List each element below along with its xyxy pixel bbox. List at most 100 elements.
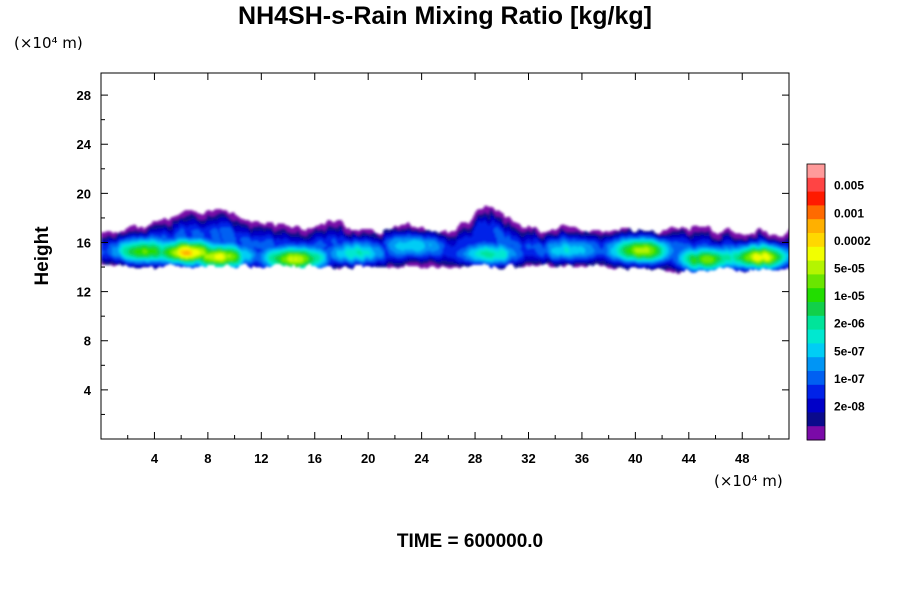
contour-cell: [256, 253, 259, 255]
contour-cell: [270, 241, 274, 243]
contour-cell: [153, 266, 157, 269]
contour-cell: [166, 247, 169, 250]
contour-cell: [283, 244, 286, 247]
contour-cell: [232, 221, 235, 223]
contour-cell: [275, 241, 278, 243]
contour-cell: [105, 236, 108, 239]
contour-cell: [123, 245, 126, 248]
contour-cell: [174, 225, 177, 228]
contour-cell: [242, 258, 245, 261]
contour-cell: [179, 227, 182, 230]
contour-cell: [121, 244, 124, 247]
contour-cell: [189, 219, 192, 221]
contour-cell: [147, 250, 150, 252]
contour-cell: [245, 233, 248, 236]
contour-cell: [240, 257, 243, 260]
contour-cell: [144, 257, 147, 260]
contour-cell: [245, 253, 248, 255]
contour-cell: [174, 235, 177, 238]
contour-cell: [243, 221, 246, 223]
contour-cell: [238, 245, 242, 248]
contour-cell: [152, 253, 155, 255]
contour-cell: [295, 246, 298, 249]
contour-cell: [190, 238, 193, 241]
contour-cell: [237, 258, 240, 261]
contour-cell: [291, 247, 294, 250]
contour-cell: [216, 253, 219, 255]
contour-cell: [214, 263, 217, 265]
contour-cell: [186, 261, 189, 263]
contour-cell: [234, 237, 237, 240]
contour-cell: [158, 222, 161, 224]
contour-cell: [205, 238, 208, 241]
contour-cell: [221, 258, 224, 261]
contour-cell: [184, 243, 187, 245]
contour-cell: [169, 226, 173, 229]
contour-cell: [218, 258, 221, 261]
contour-cell: [165, 245, 168, 248]
contour-cell: [182, 242, 185, 244]
contour-cell: [142, 234, 145, 237]
contour-cell: [266, 229, 269, 231]
contour-cell: [113, 251, 116, 253]
contour-cell: [267, 224, 270, 227]
contour-cell: [118, 261, 121, 263]
contour-cell: [107, 259, 110, 262]
contour-cell: [107, 255, 110, 258]
contour-cell: [256, 244, 259, 247]
contour-cell: [237, 224, 240, 227]
contour-cell: [197, 235, 200, 238]
contour-cell: [261, 232, 264, 234]
contour-cell: [163, 231, 166, 233]
contour-cell: [272, 236, 275, 239]
contour-cell: [262, 248, 266, 251]
contour-cell: [208, 255, 211, 258]
contour-cell: [161, 261, 165, 263]
contour-cell: [179, 226, 182, 229]
contour-cell: [126, 234, 129, 237]
contour-cell: [287, 259, 290, 262]
contour-cell: [113, 233, 116, 236]
contour-cell: [261, 229, 264, 231]
contour-cell: [272, 241, 275, 243]
contour-cell: [155, 227, 158, 230]
contour-cell: [177, 258, 181, 261]
contour-cell: [221, 251, 224, 253]
contour-cell: [218, 244, 221, 247]
contour-cell: [283, 248, 286, 251]
contour-cell: [129, 250, 133, 252]
contour-cell: [139, 254, 142, 257]
contour-cell: [186, 222, 189, 224]
contour-cell: [129, 247, 133, 250]
contour-cell: [131, 233, 134, 236]
contour-cell: [269, 229, 272, 231]
contour-cell: [206, 258, 209, 261]
contour-cell: [195, 214, 198, 217]
contour-cell: [128, 229, 131, 231]
contour-cell: [186, 211, 189, 213]
contour-cell: [161, 235, 165, 238]
contour-cell: [192, 236, 195, 239]
contour-cell: [171, 226, 174, 229]
contour-cell: [163, 219, 166, 221]
contour-cell: [187, 220, 190, 222]
contour-cell: [128, 234, 131, 237]
contour-cell: [128, 247, 131, 250]
contour-cell: [166, 253, 169, 255]
contour-cell: [272, 261, 275, 263]
contour-cell: [182, 261, 185, 263]
contour-cell: [246, 253, 250, 255]
contour-cell: [261, 251, 264, 253]
contour-cell: [246, 231, 250, 233]
contour-cell: [104, 251, 107, 253]
contour-cell: [136, 250, 139, 252]
contour-cell: [112, 261, 115, 263]
contour-cell: [177, 237, 181, 240]
contour-cell: [211, 211, 214, 213]
contour-cell: [157, 222, 160, 224]
contour-cell: [134, 248, 137, 251]
contour-cell: [107, 261, 110, 263]
contour-cell: [123, 262, 126, 264]
contour-cell: [149, 245, 152, 248]
contour-cell: [267, 263, 270, 265]
